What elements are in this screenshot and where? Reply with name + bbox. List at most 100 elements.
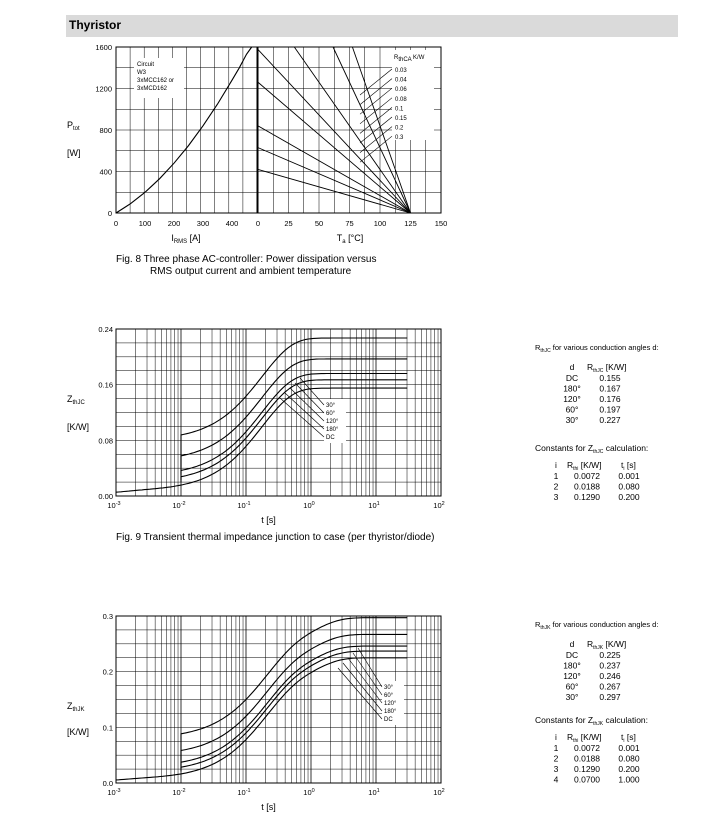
fig8-derating-line <box>332 46 411 214</box>
fig9-xtick: 101 <box>368 501 379 510</box>
fig10-curve <box>180 650 408 772</box>
fig8-rth-value: 0.3 <box>395 135 404 141</box>
fig9-legend-leader <box>294 382 325 414</box>
fig10-ytick: 0.2 <box>103 668 113 677</box>
fig9-ytick: 0.24 <box>98 325 113 334</box>
fig9-table-angle: 180° <box>563 384 581 394</box>
fig10-const-ti: 0.080 <box>618 754 640 764</box>
fig8-rth-value: 0.2 <box>395 126 404 132</box>
section-header: Thyristor <box>66 15 678 37</box>
fig8-rth-value: 0.1 <box>395 106 404 112</box>
fig9-const-ti: 0.200 <box>618 492 640 502</box>
fig8-rth-leader <box>359 68 393 96</box>
fig10-legend-leader <box>352 652 383 696</box>
fig8-xtick-left: 0 <box>114 219 118 228</box>
fig10-xtick: 100 <box>303 788 314 797</box>
fig9-const-i: 1 <box>554 471 559 481</box>
fig9-legend-label: 60° <box>326 411 336 417</box>
fig9-legend-label: 120° <box>326 419 339 425</box>
fig8-ylabel-unit: [W] <box>67 148 81 158</box>
fig10-const-i: 1 <box>554 743 559 753</box>
fig8-derating-line <box>351 46 411 214</box>
fig10-ylabel-unit: [K/W] <box>67 727 89 737</box>
fig8-xtick-left: 300 <box>197 219 210 228</box>
fig8-legend-line: 3xMCD162 <box>137 86 168 92</box>
fig8-xtick-right: 50 <box>315 219 323 228</box>
fig10-table-head: RthJK [K/W] <box>587 639 626 651</box>
fig9-legend-leader <box>279 397 325 438</box>
fig8-rth-leader <box>359 78 393 105</box>
fig8-xtick-left: 400 <box>226 219 239 228</box>
fig9-ytick: 0.16 <box>98 381 113 390</box>
fig10-legend-bg <box>382 681 404 725</box>
fig10-legend-label: 30° <box>384 685 394 691</box>
fig10-legend-label: DC <box>384 717 393 723</box>
fig9-curve <box>180 379 408 483</box>
fig10-const-ti: 1.000 <box>618 775 640 785</box>
fig8-legend-line: 3xMCC162 or <box>137 78 174 84</box>
fig8-rth-leader <box>359 97 393 125</box>
fig9-table-rth: 0.197 <box>599 405 621 415</box>
fig10-ytick: 0.0 <box>103 779 113 788</box>
fig8-derating-line <box>257 168 411 214</box>
fig9-ytick: 0.00 <box>98 492 113 501</box>
fig8-rth-value: 0.03 <box>395 68 407 74</box>
fig9-ylabel: ZthJC <box>67 394 86 406</box>
fig10-legend-label: 120° <box>384 701 397 707</box>
fig10-table-angle: 60° <box>566 682 579 692</box>
fig9-table-angle: DC <box>566 373 578 383</box>
fig10-xtick: 102 <box>433 788 444 797</box>
fig9-table-angle: 60° <box>566 405 579 415</box>
fig9-const-i: 3 <box>554 492 559 502</box>
fig10-xlabel: t [s] <box>261 802 276 812</box>
fig9-legend-bg <box>324 399 346 443</box>
fig9-const-rthi: 0.1290 <box>574 492 600 502</box>
fig9-table-head: RthJC [K/W] <box>587 362 627 374</box>
fig10-ylabel: ZthJK <box>67 701 85 713</box>
fig9-table-angle: 120° <box>563 394 581 404</box>
fig9-legend-leader <box>299 377 325 406</box>
fig9-xtick: 10-1 <box>237 501 250 510</box>
fig10-ytick: 0.1 <box>103 723 113 732</box>
fig9-const-title: Constants for ZthJC calculation: <box>535 443 648 455</box>
fig10-table-head: d <box>570 639 575 649</box>
fig9-caption: Fig. 9 Transient thermal impedance junct… <box>116 532 435 543</box>
fig8-rth-value: 0.04 <box>395 78 407 84</box>
fig10-const-title: Constants for ZthJK calculation: <box>535 715 648 727</box>
fig10-ytick: 0.3 <box>103 612 113 621</box>
fig8-ytick: 1200 <box>95 85 112 94</box>
fig8-ytick: 800 <box>99 126 112 135</box>
fig10-table-angle: 30° <box>566 692 579 702</box>
fig10-table-rth: 0.297 <box>599 692 621 702</box>
fig9-const-i: 2 <box>554 482 559 492</box>
fig10-legend-label: 180° <box>384 709 397 715</box>
fig9-xtick: 102 <box>433 501 444 510</box>
fig10-table-rth: 0.237 <box>599 661 621 671</box>
fig10-legend-leader <box>342 662 383 712</box>
fig10-const-head: ti [s] <box>621 732 636 744</box>
fig10-xtick: 10-1 <box>237 788 250 797</box>
fig8-xtick-right: 125 <box>404 219 417 228</box>
fig8-rth-leader <box>359 116 393 144</box>
fig10-const-i: 4 <box>554 775 559 785</box>
fig8-xtick-right: 0 <box>256 219 260 228</box>
fig9-const-head: ti [s] <box>621 460 636 472</box>
fig8-xtick-left: 200 <box>168 219 181 228</box>
fig9-xlabel: t [s] <box>261 515 276 525</box>
fig8-rth-value: 0.08 <box>395 97 407 103</box>
fig10-curve <box>115 657 408 781</box>
fig10-table-title: RthJK for various conduction angles d: <box>535 620 658 631</box>
fig10-table-angle: 180° <box>563 661 581 671</box>
fig9-const-rthi: 0.0188 <box>574 482 600 492</box>
fig9-curve <box>180 372 408 480</box>
fig8-rth-leader <box>359 135 393 163</box>
fig10-const-rthi: 0.0700 <box>574 775 600 785</box>
fig10-const-ti: 0.001 <box>618 743 640 753</box>
fig9-legend-label: 180° <box>326 427 339 433</box>
fig9-table-head: d <box>570 362 575 372</box>
fig10-curve <box>180 617 408 760</box>
fig9-xtick: 10-3 <box>107 501 120 510</box>
fig10-xtick: 101 <box>368 788 379 797</box>
fig10-legend-leader <box>357 647 383 688</box>
